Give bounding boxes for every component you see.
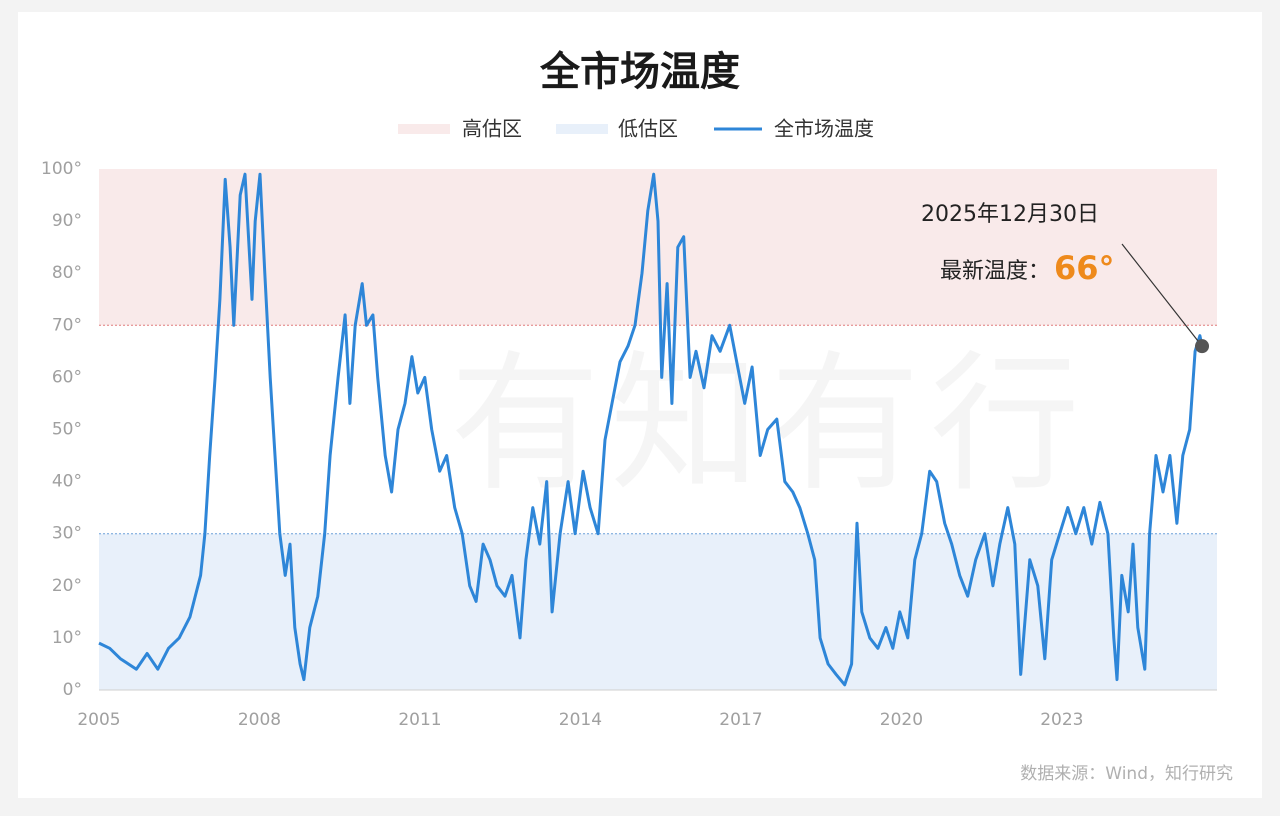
legend-label: 低估区	[618, 117, 678, 141]
y-tick-label: 60°	[52, 367, 82, 387]
watermark: 有知有行	[450, 338, 1090, 512]
y-tick-label: 20°	[52, 576, 82, 596]
annotation-value: 66°	[1054, 249, 1115, 287]
y-tick-label: 50°	[52, 420, 82, 440]
annotation-leader	[1121, 243, 1203, 347]
annotation-dot	[1195, 339, 1210, 354]
annotation-prefix: 最新温度：	[940, 259, 1050, 284]
x-tick-label: 2005	[77, 710, 120, 730]
x-tick-label: 2020	[880, 710, 923, 730]
legend-label: 高估区	[462, 117, 522, 141]
x-tick-label: 2017	[719, 710, 762, 730]
y-tick-label: 30°	[52, 524, 82, 544]
y-tick-label: 70°	[52, 315, 82, 335]
x-tick-label: 2008	[238, 710, 281, 730]
y-tick-label: 0°	[63, 680, 82, 700]
legend-label: 全市场温度	[774, 117, 874, 141]
chart-title: 全市场温度	[539, 49, 740, 95]
annotation-date: 2025年12月30日	[921, 202, 1099, 227]
series-line	[98, 172, 1204, 687]
y-tick-label: 90°	[52, 211, 82, 231]
x-tick-label: 2014	[559, 710, 602, 730]
y-tick-label: 100°	[41, 159, 82, 179]
x-tick-label: 2011	[398, 710, 441, 730]
y-tick-label: 40°	[52, 472, 82, 492]
legend-swatch	[398, 124, 450, 134]
y-tick-label: 10°	[52, 628, 82, 648]
x-tick-label: 2023	[1040, 710, 1083, 730]
source: 数据来源：Wind，知行研究	[1020, 764, 1233, 784]
y-tick-label: 80°	[52, 263, 82, 283]
legend-swatch	[556, 124, 608, 134]
